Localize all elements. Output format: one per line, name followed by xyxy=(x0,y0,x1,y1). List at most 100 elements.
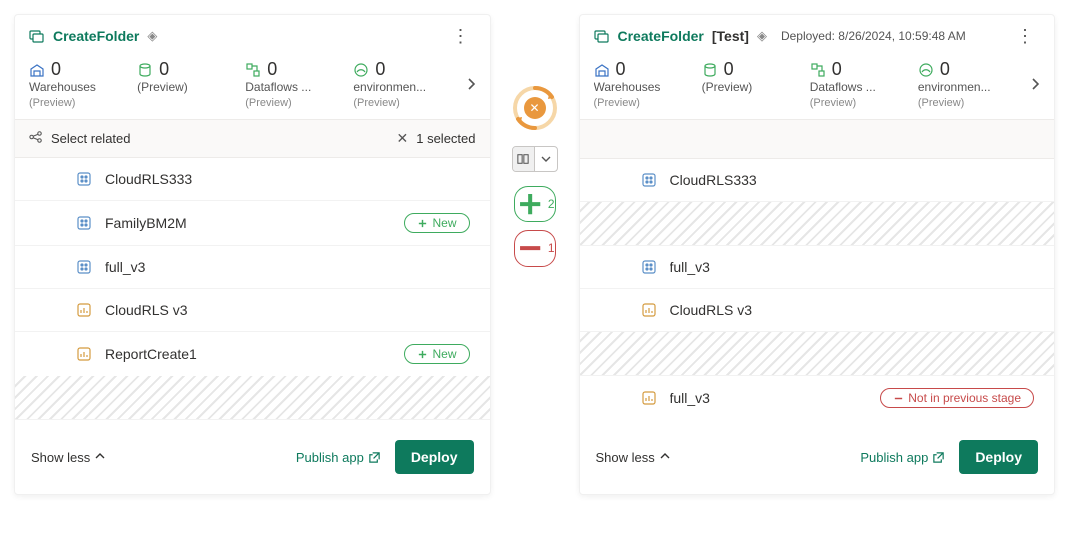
list-item[interactable]: full_v3 Not in previous stage xyxy=(580,376,1055,420)
select-related-label[interactable]: Select related xyxy=(51,131,131,146)
metric-sublabel: (Preview) xyxy=(29,97,75,109)
list-item[interactable]: CloudRLS333 xyxy=(15,158,490,201)
list-item[interactable]: ReportCreate1 New xyxy=(15,332,490,376)
metrics-scroll-right[interactable] xyxy=(1026,77,1044,91)
missing-item-slot xyxy=(580,202,1055,246)
select-related-icon xyxy=(29,130,43,147)
show-less-button[interactable]: Show less xyxy=(596,450,671,465)
model-icon xyxy=(75,170,93,188)
metrics-scroll-right[interactable] xyxy=(462,77,480,91)
metric-tile[interactable]: 0 Dataflows ... (Preview) xyxy=(810,59,918,109)
metric-label: (Preview) xyxy=(702,80,802,94)
metric-value: 0 xyxy=(940,59,950,80)
list-item[interactable]: full_v3 xyxy=(580,246,1055,289)
metric-sublabel: (Preview) xyxy=(353,97,399,109)
panel-header: CreateFolder ◈ ⋮ xyxy=(15,15,490,47)
select-bar-empty xyxy=(580,119,1055,159)
show-less-button[interactable]: Show less xyxy=(31,450,106,465)
panel-footer: Show less Publish app Deploy xyxy=(580,420,1055,494)
report-icon xyxy=(640,389,658,407)
metrics-row: 0 Warehouses (Preview)0 (Preview) 0 Data… xyxy=(15,47,490,119)
sync-x-icon: ✕ xyxy=(524,97,546,119)
metric-value: 0 xyxy=(832,59,842,80)
selection-count: 1 selected xyxy=(416,131,475,146)
stage-tag: [Test] xyxy=(712,28,749,44)
select-related-bar: Select related ✕ 1 selected xyxy=(15,119,490,158)
item-name: ReportCreate1 xyxy=(105,346,392,362)
deploy-button[interactable]: Deploy xyxy=(395,440,474,474)
stage-panel-source: CreateFolder ◈ ⋮ 0 Warehouses (Preview)0… xyxy=(14,14,491,495)
list-item[interactable]: CloudRLS v3 xyxy=(15,289,490,332)
list-item[interactable]: CloudRLS333 xyxy=(580,159,1055,202)
metric-value: 0 xyxy=(724,59,734,80)
list-item[interactable]: full_v3 xyxy=(15,246,490,289)
model-icon xyxy=(75,214,93,232)
model-icon xyxy=(640,258,658,276)
metric-label: Dataflows ... xyxy=(245,80,345,94)
list-item[interactable]: FamilyBM2MNew xyxy=(15,201,490,246)
item-name: CloudRLS333 xyxy=(670,172,1035,188)
stage-panel-target: CreateFolder [Test] ◈ Deployed: 8/26/202… xyxy=(579,14,1056,495)
chevron-up-icon xyxy=(659,450,671,465)
compare-dropdown-button[interactable] xyxy=(535,147,557,171)
premium-icon: ◈ xyxy=(757,28,767,44)
metric-tile[interactable]: 0 Dataflows ... (Preview) xyxy=(245,59,353,109)
status-badge: Not in previous stage xyxy=(880,388,1034,408)
metric-label: (Preview) xyxy=(137,80,237,94)
metric-tile[interactable]: 0 environmen... (Preview) xyxy=(918,59,1026,109)
added-count-pill[interactable]: 2 xyxy=(514,186,556,222)
metric-label: Dataflows ... xyxy=(810,80,910,94)
metric-sublabel: (Preview) xyxy=(594,97,640,109)
metrics-row: 0 Warehouses (Preview)0 (Preview) 0 Data… xyxy=(580,47,1055,119)
sync-status-icon[interactable]: ✕ xyxy=(511,84,559,132)
metric-label: environmen... xyxy=(353,80,453,94)
view-toggle xyxy=(512,146,558,172)
report-icon xyxy=(75,301,93,319)
workspace-title[interactable]: CreateFolder xyxy=(53,28,139,44)
model-icon xyxy=(640,171,658,189)
premium-icon: ◈ xyxy=(147,28,157,44)
publish-app-link[interactable]: Publish app xyxy=(860,450,945,465)
metric-value: 0 xyxy=(616,59,626,80)
new-badge: New xyxy=(404,344,469,364)
metric-label: environmen... xyxy=(918,80,1018,94)
deploy-button[interactable]: Deploy xyxy=(959,440,1038,474)
metric-sublabel: (Preview) xyxy=(810,97,856,109)
workspace-icon xyxy=(29,28,45,44)
clear-selection-button[interactable]: ✕ xyxy=(397,130,409,147)
removed-count-pill[interactable]: 1 xyxy=(514,230,556,266)
missing-item-slot xyxy=(580,332,1055,376)
metric-tile[interactable]: 0 environmen... (Preview) xyxy=(353,59,461,109)
more-menu-button[interactable]: ⋮ xyxy=(1010,25,1040,47)
list-item[interactable]: CloudRLS v3 xyxy=(580,289,1055,332)
compare-column: ✕ 2 1 xyxy=(491,14,579,495)
diff-summary: 2 1 xyxy=(514,186,556,267)
item-name: full_v3 xyxy=(670,259,1035,275)
metric-label: Warehouses xyxy=(29,80,129,94)
report-icon xyxy=(640,301,658,319)
metric-tile[interactable]: 0 (Preview) xyxy=(702,59,810,94)
compare-view-button[interactable] xyxy=(513,147,535,171)
workspace-title[interactable]: CreateFolder xyxy=(618,28,704,44)
metric-tile[interactable]: 0 (Preview) xyxy=(137,59,245,94)
workspace-icon xyxy=(594,28,610,44)
metric-value: 0 xyxy=(267,59,277,80)
chevron-up-icon xyxy=(94,450,106,465)
item-list: CloudRLS333 FamilyBM2MNew full_v3 CloudR… xyxy=(15,158,490,376)
empty-slot xyxy=(15,376,490,420)
metric-value: 0 xyxy=(159,59,169,80)
item-name: full_v3 xyxy=(105,259,470,275)
item-name: FamilyBM2M xyxy=(105,215,392,231)
deployed-timestamp: Deployed: 8/26/2024, 10:59:48 AM xyxy=(781,29,966,43)
publish-app-link[interactable]: Publish app xyxy=(296,450,381,465)
panel-header: CreateFolder [Test] ◈ Deployed: 8/26/202… xyxy=(580,15,1055,47)
item-list: CloudRLS333 full_v3 CloudRLS v3 full_v3 N… xyxy=(580,159,1055,420)
metric-tile[interactable]: 0 Warehouses (Preview) xyxy=(594,59,702,109)
metric-sublabel: (Preview) xyxy=(918,97,964,109)
metric-sublabel: (Preview) xyxy=(245,97,291,109)
metric-label: Warehouses xyxy=(594,80,694,94)
more-menu-button[interactable]: ⋮ xyxy=(446,25,476,47)
metric-tile[interactable]: 0 Warehouses (Preview) xyxy=(29,59,137,109)
item-name: full_v3 xyxy=(670,390,869,406)
item-name: CloudRLS333 xyxy=(105,171,470,187)
